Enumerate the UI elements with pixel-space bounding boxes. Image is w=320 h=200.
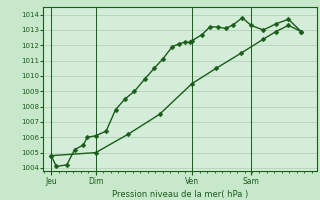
X-axis label: Pression niveau de la mer( hPa ): Pression niveau de la mer( hPa ) (112, 190, 248, 199)
